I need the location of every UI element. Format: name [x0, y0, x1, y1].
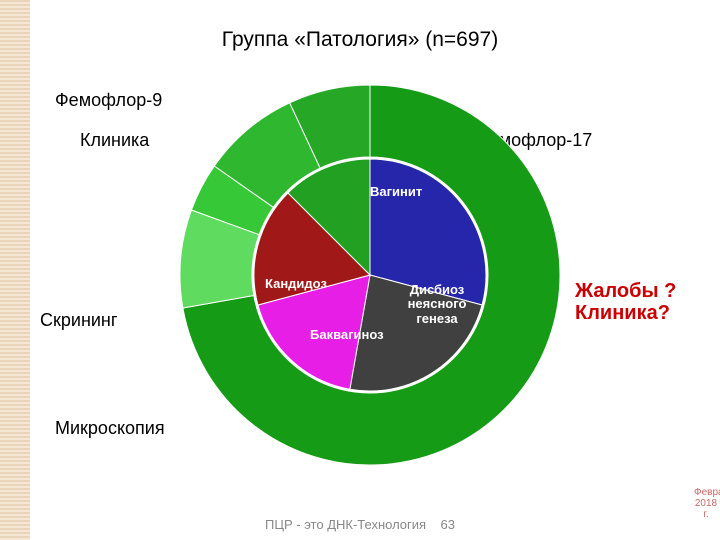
slice-label-vaginit: Вагинит: [370, 185, 422, 199]
big-annot-line1: Жалобы ?: [575, 280, 676, 302]
big-annot-line2: Клиника?: [575, 302, 670, 324]
slice-label-bakvaginoz: Баквагиноз: [310, 328, 384, 342]
slice-label-kandidoz: Кандидоз: [265, 277, 327, 291]
label-screening: Скрининг: [40, 310, 117, 331]
disbioz-line3: генеза: [416, 311, 457, 326]
footer-text: ПЦР - это ДНК-Технология: [265, 517, 426, 532]
page-title: Группа «Патология» (n=697): [222, 28, 498, 52]
footer: ПЦР - это ДНК-Технология 63: [265, 517, 455, 532]
disbioz-line2: неясного: [408, 296, 467, 311]
big-annotation: Жалобы ? Клиника?: [575, 280, 676, 324]
donut-chart: [180, 85, 560, 465]
label-klinika: Клиника: [80, 130, 149, 151]
label-microscopy: Микроскопия: [55, 418, 165, 439]
slice-label-disbioz: Дисбиоз неясного генеза: [402, 283, 472, 326]
footer-page-num: 63: [441, 517, 455, 532]
side-date: Февраль 2018 г.: [694, 487, 718, 520]
disbioz-line1: Дисбиоз: [410, 282, 465, 297]
decorative-left-stripe: [0, 0, 30, 540]
label-femo9: Фемофлор-9: [55, 90, 162, 111]
